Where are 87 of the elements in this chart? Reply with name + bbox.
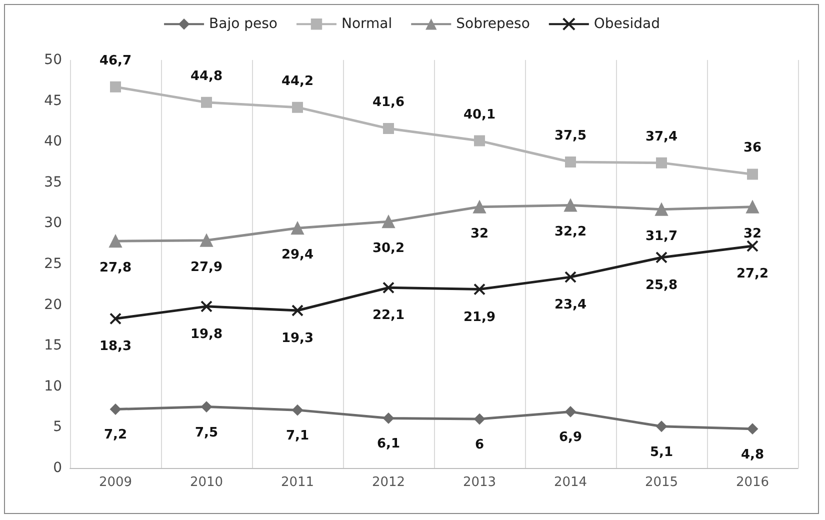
data-label: 27,2 <box>736 266 769 282</box>
point <box>110 81 121 92</box>
x-tick-label: 2012 <box>372 475 406 490</box>
point <box>200 300 212 312</box>
point <box>383 412 394 424</box>
data-label: 31,7 <box>645 228 678 244</box>
data-label: 32 <box>470 226 489 242</box>
x-tick-label: 2014 <box>554 475 588 490</box>
point <box>382 215 395 228</box>
legend-label: Normal <box>341 16 392 32</box>
data-label: 29,4 <box>281 248 314 263</box>
data-label: 5,1 <box>650 444 674 460</box>
point <box>473 200 486 214</box>
legend-label: Bajo peso <box>209 16 278 32</box>
y-tick-label: 45 <box>44 92 62 109</box>
data-label: 19,3 <box>281 331 314 346</box>
y-tick-label: 20 <box>44 296 62 313</box>
point <box>201 401 212 412</box>
y-tick-label: 30 <box>44 215 62 232</box>
point <box>292 102 303 113</box>
legend-label: Obesidad <box>594 16 660 32</box>
point <box>564 198 577 212</box>
data-label: 6,9 <box>558 430 582 446</box>
point <box>746 200 759 214</box>
point <box>291 222 304 235</box>
data-label: 46,7 <box>99 53 132 68</box>
point <box>109 234 122 248</box>
point <box>656 420 667 432</box>
point <box>564 271 576 284</box>
data-label: 30,2 <box>372 241 405 256</box>
point <box>746 240 758 252</box>
point <box>655 202 668 216</box>
data-label: 21,9 <box>463 310 496 325</box>
point <box>110 312 122 325</box>
point <box>747 423 758 434</box>
data-label: 25,8 <box>645 278 678 293</box>
y-tick-label: 10 <box>44 378 62 394</box>
x-tick-label: 2015 <box>644 475 678 490</box>
data-label: 6 <box>474 438 484 453</box>
data-label: 44,2 <box>281 74 314 89</box>
point <box>656 157 667 168</box>
y-tick-label: 35 <box>44 174 62 190</box>
data-label: 27,8 <box>99 260 132 276</box>
y-tick-label: 5 <box>53 419 62 436</box>
data-label: 18,3 <box>99 339 132 354</box>
data-label: 37,4 <box>645 129 678 144</box>
data-label: 23,4 <box>554 298 587 313</box>
y-tick-label: 15 <box>44 338 62 354</box>
point <box>200 234 213 247</box>
data-label: 44,8 <box>190 68 223 84</box>
data-label: 32,2 <box>554 224 587 240</box>
point <box>474 135 485 146</box>
point <box>565 406 576 418</box>
data-label: 27,9 <box>190 260 223 275</box>
point <box>474 283 486 296</box>
x-tick-label: 2010 <box>190 475 224 490</box>
x-tick-label: 2013 <box>462 475 496 490</box>
x-tick-label: 2016 <box>736 475 770 490</box>
point <box>383 123 394 134</box>
data-label: 22,1 <box>372 308 405 324</box>
data-label: 40,1 <box>463 107 496 122</box>
point <box>747 168 758 180</box>
data-label: 37,5 <box>554 128 587 144</box>
point <box>382 282 394 294</box>
point <box>110 404 121 415</box>
data-label: 4,8 <box>740 447 764 462</box>
point <box>201 96 212 108</box>
x-tick-label: 2009 <box>98 475 132 490</box>
point <box>474 414 485 425</box>
legend-label: Sobrepeso <box>456 16 530 32</box>
point <box>292 304 304 317</box>
point <box>565 156 576 168</box>
data-label: 32 <box>743 226 762 242</box>
data-label: 7,1 <box>286 428 310 444</box>
y-tick-label: 50 <box>44 52 62 68</box>
x-tick-label: 2011 <box>280 475 314 490</box>
data-label: 36 <box>743 140 762 156</box>
data-label: 7,5 <box>194 425 218 440</box>
data-label: 19,8 <box>190 326 223 342</box>
data-label: 7,2 <box>104 428 128 443</box>
y-tick-label: 25 <box>44 256 62 272</box>
data-label: 6,1 <box>376 436 400 452</box>
y-tick-label: 0 <box>53 460 62 476</box>
point <box>656 251 668 264</box>
point <box>292 404 303 416</box>
data-label: 41,6 <box>372 95 405 110</box>
y-tick-label: 40 <box>44 134 62 150</box>
